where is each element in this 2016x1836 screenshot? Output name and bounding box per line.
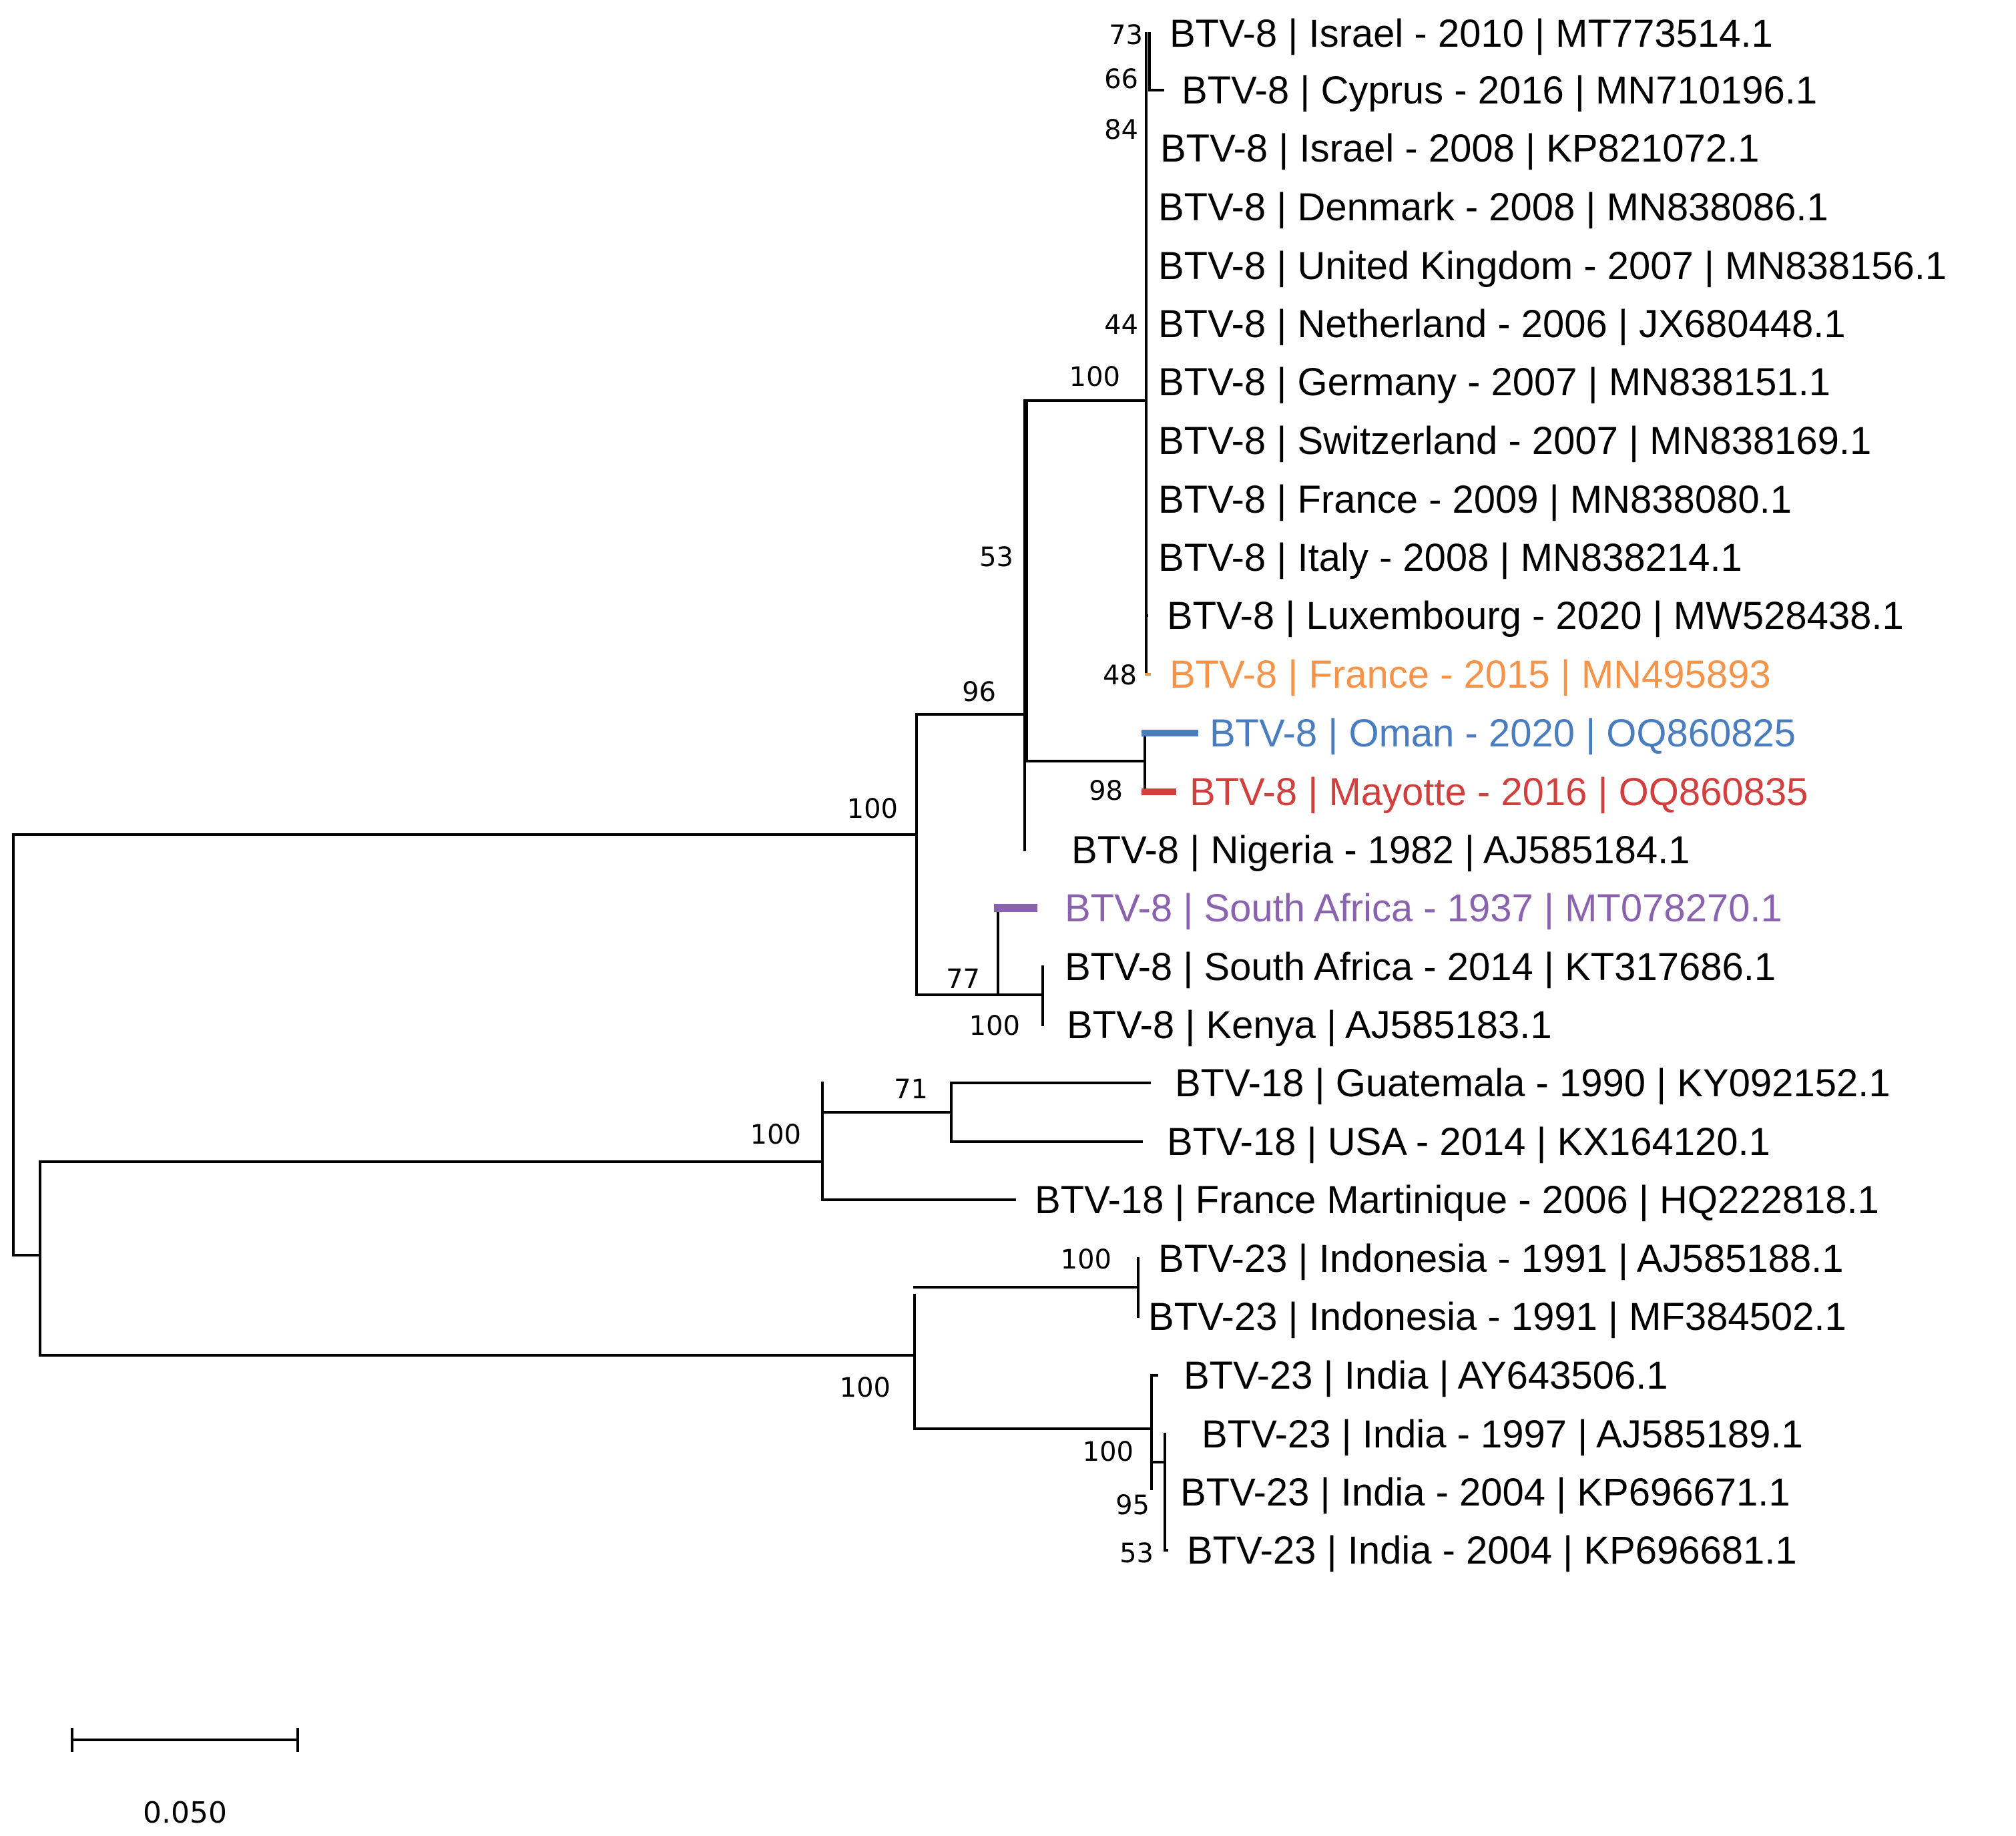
bootstrap-b100f: 100 — [840, 1373, 891, 1403]
bootstrap-b53a: 53 — [979, 542, 1013, 573]
bootstrap-b100e: 100 — [1061, 1244, 1111, 1275]
tip-label-t10: BTV-8 | Italy - 2008 | MN838214.1 — [1158, 536, 1742, 580]
tip-label-t26: BTV-23 | India - 2004 | KP696671.1 — [1180, 1471, 1790, 1514]
bootstrap-b48: 48 — [1103, 660, 1137, 691]
bootstrap-b44: 44 — [1104, 310, 1138, 340]
tip-label-t9: BTV-8 | France - 2009 | MN838080.1 — [1158, 478, 1792, 521]
scale-bar-label: 0.050 — [143, 1796, 227, 1830]
tip-label-t17: BTV-8 | South Africa - 2014 | KT317686.1 — [1065, 945, 1776, 989]
tip-label-t5: BTV-8 | United Kingdom - 2007 | MN838156… — [1158, 244, 1947, 288]
tip-label-t22: BTV-23 | Indonesia - 1991 | AJ585188.1 — [1158, 1237, 1844, 1281]
bootstrap-b100c: 100 — [969, 1011, 1020, 1042]
tip-labels: BTV-8 | Israel - 2010 | MT773514.1 BTV-8 … — [1035, 12, 1947, 1572]
tip-label-t3: BTV-8 | Israel - 2008 | KP821072.1 — [1160, 127, 1759, 170]
tip-label-t18: BTV-8 | Kenya | AJ585183.1 — [1067, 1003, 1552, 1047]
tip-label-t7: BTV-8 | Germany - 2007 | MN838151.1 — [1158, 361, 1830, 404]
tip-label-t21: BTV-18 | France Martinique - 2006 | HQ22… — [1035, 1178, 1879, 1222]
tip-label-t14: BTV-8 | Mayotte - 2016 | OQ860835 — [1190, 770, 1808, 814]
bootstrap-b96: 96 — [962, 677, 996, 708]
tip-label-t20: BTV-18 | USA - 2014 | KX164120.1 — [1167, 1120, 1770, 1164]
bootstrap-b100a: 100 — [1069, 362, 1120, 393]
bootstrap-b98: 98 — [1089, 776, 1123, 807]
tip-label-t12: BTV-8 | France - 2015 | MN495893 — [1170, 653, 1771, 696]
bootstrap-b100b: 100 — [847, 794, 898, 825]
tip-label-t2: BTV-8 | Cyprus - 2016 | MN710196.1 — [1182, 69, 1817, 112]
tip-label-t24: BTV-23 | India | AY643506.1 — [1184, 1354, 1668, 1397]
tip-label-t15: BTV-8 | Nigeria - 1982 | AJ585184.1 — [1071, 829, 1690, 872]
bootstrap-b73: 73 — [1109, 20, 1143, 51]
tip-label-t13: BTV-8 | Oman - 2020 | OQ860825 — [1210, 712, 1796, 755]
tip-label-t23: BTV-23 | Indonesia - 1991 | MF384502.1 — [1148, 1295, 1846, 1339]
tip-label-t19: BTV-18 | Guatemala - 1990 | KY092152.1 — [1175, 1062, 1891, 1105]
bootstrap-b53b: 53 — [1119, 1538, 1154, 1569]
bootstrap-b71: 71 — [894, 1074, 928, 1105]
tip-label-t8: BTV-8 | Switzerland - 2007 | MN838169.1 — [1158, 419, 1871, 463]
bootstrap-b100d: 100 — [750, 1120, 801, 1150]
bootstrap-values: 73 66 84 44 100 48 53 96 100 98 77 100 71 100 100 100 10… — [750, 20, 1154, 1569]
tip-label-t25: BTV-23 | India - 1997 | AJ585189.1 — [1202, 1413, 1803, 1456]
tip-label-t1: BTV-8 | Israel - 2010 | MT773514.1 — [1170, 12, 1773, 55]
tip-label-t27: BTV-23 | India - 2004 | KP696681.1 — [1187, 1529, 1797, 1572]
tree-branches — [12, 32, 1198, 1552]
bootstrap-b66: 66 — [1104, 64, 1138, 95]
bootstrap-b84: 84 — [1104, 115, 1138, 146]
bootstrap-b95: 95 — [1115, 1490, 1150, 1521]
tip-label-t11: BTV-8 | Luxembourg - 2020 | MW528438.1 — [1167, 594, 1904, 638]
tip-label-t6: BTV-8 | Netherland - 2006 | JX680448.1 — [1158, 302, 1846, 346]
tip-label-t4: BTV-8 | Denmark - 2008 | MN838086.1 — [1158, 186, 1828, 229]
tip-label-t16: BTV-8 | South Africa - 1937 | MT078270.1 — [1065, 887, 1782, 930]
bootstrap-b100g: 100 — [1083, 1437, 1133, 1467]
scale-bar: 0.050 — [71, 1728, 299, 1830]
bootstrap-b77: 77 — [946, 964, 980, 995]
